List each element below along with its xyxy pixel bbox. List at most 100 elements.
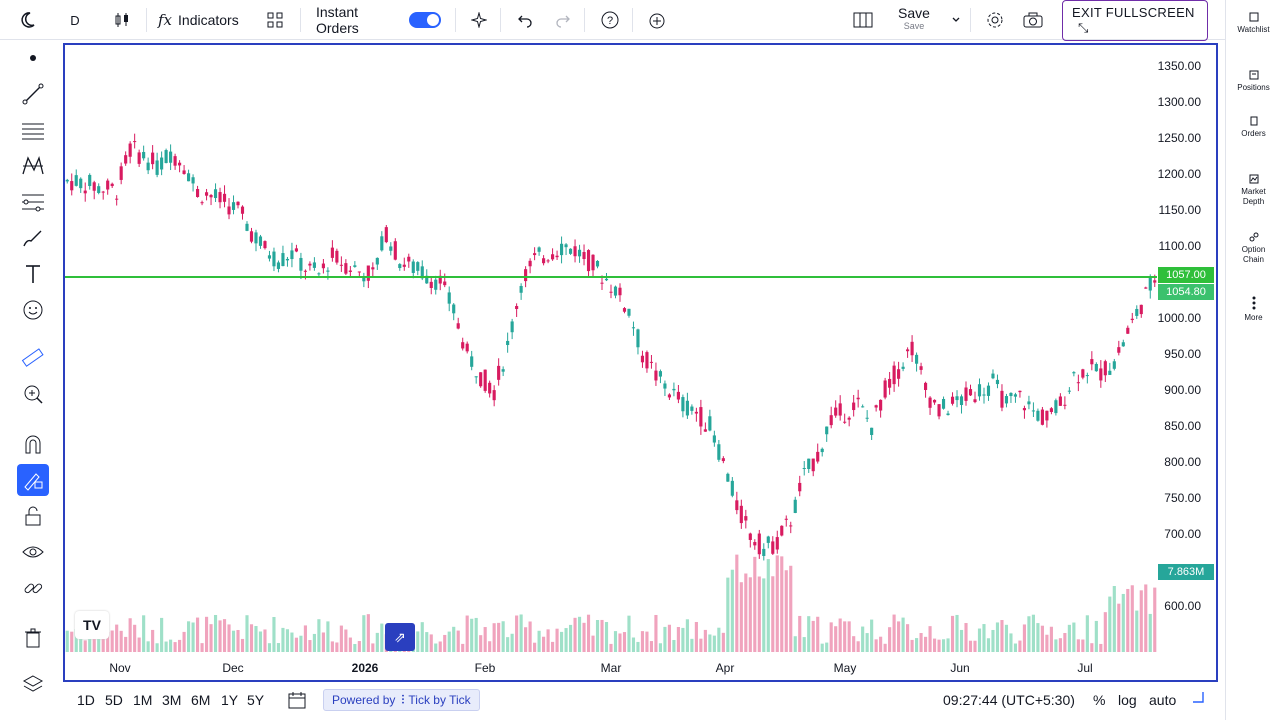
volume-bar (1067, 624, 1071, 652)
sidebar-item-more[interactable]: More (1226, 296, 1280, 323)
candle-body (663, 383, 667, 389)
range-6m[interactable]: 6M (191, 692, 211, 708)
dot-icon[interactable] (17, 42, 49, 74)
scroll-to-realtime-icon[interactable]: ⇗ (385, 623, 415, 651)
sidebar-item-market-depth[interactable]: Market Depth (1226, 174, 1280, 207)
redo-icon[interactable] (550, 0, 576, 40)
volume-bar (335, 642, 339, 652)
candle-style-icon[interactable] (108, 0, 136, 40)
auto-toggle[interactable]: auto (1149, 692, 1177, 708)
percent-toggle[interactable]: % (1093, 692, 1106, 708)
log-toggle[interactable]: log (1118, 692, 1137, 708)
volume-bar (254, 626, 258, 652)
eye-icon[interactable] (17, 536, 49, 568)
fib-icon[interactable] (17, 186, 49, 218)
resize-corner-icon[interactable] (1191, 690, 1205, 707)
candle-body (708, 416, 712, 431)
sparkle-icon[interactable] (466, 0, 492, 40)
volume-bar (375, 632, 379, 652)
sidebar-item-watchlist[interactable]: Watchlist (1226, 12, 1280, 35)
candle-body (977, 384, 982, 397)
interval-button[interactable]: D (70, 12, 80, 28)
zoom-in-icon[interactable] (17, 378, 49, 410)
candle-body (595, 260, 600, 267)
ruler-icon[interactable] (17, 342, 49, 374)
calendar-range-icon[interactable] (287, 690, 307, 713)
layout-grid-icon[interactable] (262, 0, 288, 40)
volume-bar (133, 624, 137, 652)
range-5d[interactable]: 5D (105, 692, 123, 708)
volume-bar (986, 638, 991, 652)
volume-bar (151, 629, 155, 652)
volume-bar (317, 619, 321, 652)
candle-body (982, 394, 986, 396)
horizontal-lines-icon[interactable] (17, 114, 49, 146)
indicators-button[interactable]: fx Indicators (158, 0, 248, 40)
instant-orders-control[interactable]: Instant Orders (316, 0, 441, 40)
exit-fullscreen-button[interactable]: EXIT FULLSCREEN ⤡ (1062, 0, 1208, 41)
volume-bar (811, 620, 815, 652)
candle-body (285, 258, 290, 261)
unlock-icon[interactable] (17, 500, 49, 532)
volume-bar (470, 618, 474, 652)
candle-body (160, 157, 164, 170)
volume-bar (663, 626, 667, 652)
volume-bar (766, 559, 770, 652)
sidebar-item-positions[interactable]: Positions (1226, 70, 1280, 93)
candle-body (151, 152, 155, 165)
volume-bar (483, 627, 487, 652)
settings-gear-icon[interactable] (982, 0, 1008, 40)
volume-bar (906, 624, 910, 652)
trash-icon[interactable] (17, 622, 49, 654)
undo-icon[interactable] (512, 0, 538, 40)
range-1d[interactable]: 1D (77, 692, 95, 708)
layers-icon[interactable] (17, 668, 49, 700)
candle-body (1121, 342, 1125, 347)
camera-icon[interactable] (1020, 0, 1046, 40)
volume-bar (586, 614, 591, 652)
text-icon[interactable] (17, 258, 49, 290)
candle-body (461, 342, 465, 349)
range-1m[interactable]: 1M (133, 692, 153, 708)
instant-orders-toggle[interactable] (409, 12, 441, 28)
magnet-icon[interactable] (17, 428, 49, 460)
sidebar-item-orders[interactable]: Orders (1226, 116, 1280, 139)
candle-body (1108, 370, 1112, 375)
candle-body (1067, 390, 1071, 392)
volume-bar (519, 614, 523, 652)
range-5y[interactable]: 5Y (247, 692, 265, 708)
candle-body (915, 354, 919, 364)
volume-bar (533, 642, 537, 652)
candle-body (524, 269, 528, 282)
help-icon[interactable]: ? (597, 0, 623, 40)
volume-bar (276, 643, 281, 652)
candle-body (973, 399, 977, 403)
save-button[interactable]: Save Save (888, 0, 940, 40)
range-3m[interactable]: 3M (162, 692, 182, 708)
save-menu-chevron-icon[interactable] (948, 0, 964, 40)
volume-bar (1148, 613, 1152, 652)
brush-icon[interactable] (17, 222, 49, 254)
exit-fullscreen-wrap: EXIT FULLSCREEN ⤡ (1062, 0, 1208, 41)
sidebar-label: Positions (1237, 83, 1270, 92)
lock-drawing-icon[interactable] (17, 464, 49, 496)
add-alert-icon[interactable] (644, 0, 670, 40)
volume-bar (564, 628, 568, 652)
range-1y[interactable]: 1Y (221, 692, 239, 708)
candle-body (1153, 280, 1157, 283)
trend-line-icon[interactable] (17, 78, 49, 110)
theme-moon-icon[interactable] (12, 0, 42, 40)
candle-body (856, 397, 860, 400)
chart-area[interactable]: 1350.00 1300.00 1250.00 1200.00 1150.00 1100.… (63, 43, 1218, 682)
powered-by-badge[interactable]: Powered by ⫶ Tick by Tick (323, 689, 480, 711)
candle-body (910, 341, 914, 356)
emoji-icon[interactable] (17, 294, 49, 326)
price-chart[interactable]: 1350.00 1300.00 1250.00 1200.00 1150.00 1100.… (65, 45, 1216, 680)
sidebar-item-option-chain[interactable]: Option Chain (1226, 232, 1280, 265)
price-axis-label: 850.00 (1164, 419, 1201, 433)
candle-body (299, 257, 303, 271)
panels-icon[interactable] (850, 0, 876, 40)
clock-time[interactable]: 09:27:44 (UTC+5:30) (943, 692, 1075, 708)
pattern-icon[interactable] (17, 150, 49, 182)
link-icon[interactable] (17, 572, 49, 604)
